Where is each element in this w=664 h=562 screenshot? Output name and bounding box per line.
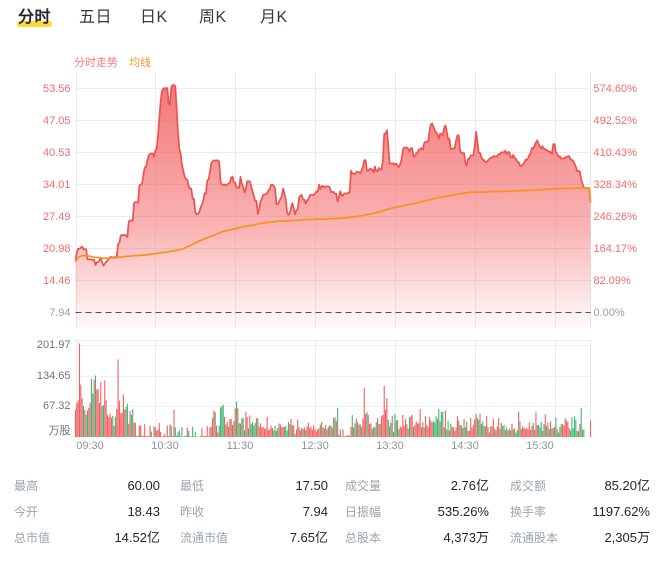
tab-月K[interactable]: 月K [260, 7, 288, 29]
time-axis-label: 11:30 [226, 440, 254, 452]
time-axis-label: 15:30 [526, 440, 554, 452]
stat-label: 成交额 [510, 479, 547, 493]
stat-value: 4,373万 [443, 530, 489, 545]
stat-value: 7.94 [302, 504, 328, 519]
time-axis-label: 10:30 [151, 440, 179, 452]
tab-label: 分时 [18, 9, 52, 26]
stats-row: 总市值 14.52亿 流通市值 7.65亿 总股本 4,373万 流通股本 2,305万 [14, 525, 650, 551]
price-axis-tick: 14.46 [42, 274, 71, 287]
stat-成交额: 成交额 85.20亿 [510, 473, 650, 499]
stats-row: 最高 60.00 最低 17.50 成交量 2.76亿 成交额 85.20亿 [14, 473, 650, 499]
stat-value: 2,305万 [604, 530, 650, 545]
volume-bars [74, 343, 592, 437]
pct-axis-tick: 492.52% [593, 114, 637, 127]
stat-总股本: 总股本 4,373万 [345, 525, 489, 551]
pct-axis-tick: 0.00% [593, 306, 625, 319]
stat-value: 1197.62% [592, 504, 650, 519]
stats-row: 今开 18.43 昨收 7.94 日振幅 535.26% 换手率 1197.62% [14, 499, 650, 525]
legend-price-series: 分时走势 [74, 57, 118, 69]
stat-value: 17.50 [295, 478, 328, 493]
stat-value: 85.20亿 [604, 478, 650, 493]
stat-日振幅: 日振幅 535.26% [345, 499, 489, 525]
volume-axis-tick: 201.97 [36, 338, 71, 351]
price-axis-tick: 27.49 [42, 210, 71, 223]
price-area-fill [75, 85, 591, 329]
tab-周K[interactable]: 周K [199, 7, 227, 29]
volume-unit-label: 万股 [48, 425, 71, 437]
tab-label: 日K [140, 9, 168, 26]
stats-table: 最高 60.00 最低 17.50 成交量 2.76亿 成交额 85.20亿今开 18.43 昨收… [14, 473, 650, 551]
stat-label: 今开 [14, 505, 39, 519]
price-line [74, 84, 592, 267]
active-tab-highlight [17, 21, 53, 27]
stat-value: 7.65亿 [289, 530, 328, 545]
stat-label: 流通股本 [510, 531, 559, 545]
pct-axis-tick: 574.60% [593, 82, 637, 95]
tab-label: 五日 [79, 9, 113, 26]
tab-五日[interactable]: 五日 [79, 7, 112, 29]
stat-label: 最低 [180, 479, 205, 493]
legend-avg-series: 均线 [129, 57, 151, 69]
volume-axis-tick: 134.65 [36, 369, 71, 382]
stat-label: 总股本 [345, 531, 382, 545]
price-axis-tick: 47.05 [42, 114, 71, 127]
stat-label: 日振幅 [345, 505, 382, 519]
tab-label: 月K [260, 9, 288, 26]
time-axis-label: 13:30 [376, 440, 404, 452]
stat-最低: 最低 17.50 [180, 473, 328, 499]
price-axis-tick: 34.01 [42, 178, 71, 191]
stat-value: 18.43 [127, 504, 160, 519]
pct-axis-tick: 246.26% [593, 210, 637, 223]
time-axis-label: 14:30 [451, 440, 479, 452]
stat-label: 最高 [14, 479, 39, 493]
intraday-chart[interactable] [0, 0, 664, 470]
period-tabbar: 分时 五日 日K 周K 月K [0, 0, 664, 40]
stat-最高: 最高 60.00 [14, 473, 160, 499]
stat-value: 14.52亿 [114, 530, 160, 545]
stat-总市值: 总市值 14.52亿 [14, 525, 160, 551]
stat-今开: 今开 18.43 [14, 499, 160, 525]
stat-value: 535.26% [437, 504, 489, 519]
stat-昨收: 昨收 7.94 [180, 499, 328, 525]
stat-成交量: 成交量 2.76亿 [345, 473, 489, 499]
volume-axis-tick: 67.32 [42, 400, 71, 413]
stat-label: 成交量 [345, 479, 382, 493]
stat-流通股本: 流通股本 2,305万 [510, 525, 650, 551]
pct-axis-tick: 328.34% [593, 178, 637, 191]
stat-label: 昨收 [180, 505, 205, 519]
tab-分时[interactable]: 分时 [17, 7, 53, 29]
price-axis-tick: 53.56 [42, 82, 71, 95]
stat-label: 总市值 [14, 531, 51, 545]
pct-axis-tick: 410.43% [593, 146, 637, 159]
tab-日K[interactable]: 日K [140, 7, 168, 29]
avg-price-line [74, 186, 592, 262]
stat-换手率: 换手率 1197.62% [510, 499, 650, 525]
time-axis-label: 12:30 [301, 440, 329, 452]
price-axis-tick: 40.53 [42, 146, 71, 159]
pct-axis-tick: 82.09% [593, 274, 631, 287]
stat-value: 60.00 [127, 478, 160, 493]
stat-label: 换手率 [510, 505, 547, 519]
stat-流通市值: 流通市值 7.65亿 [180, 525, 328, 551]
stat-value: 2.76亿 [450, 478, 489, 493]
price-axis-tick: 20.98 [42, 242, 71, 255]
stat-label: 流通市值 [180, 531, 229, 545]
time-axis-label: 09:30 [76, 440, 104, 452]
pct-axis-tick: 164.17% [593, 242, 637, 255]
price-axis-tick: 7.94 [49, 306, 71, 319]
tab-label: 周K [199, 9, 227, 26]
